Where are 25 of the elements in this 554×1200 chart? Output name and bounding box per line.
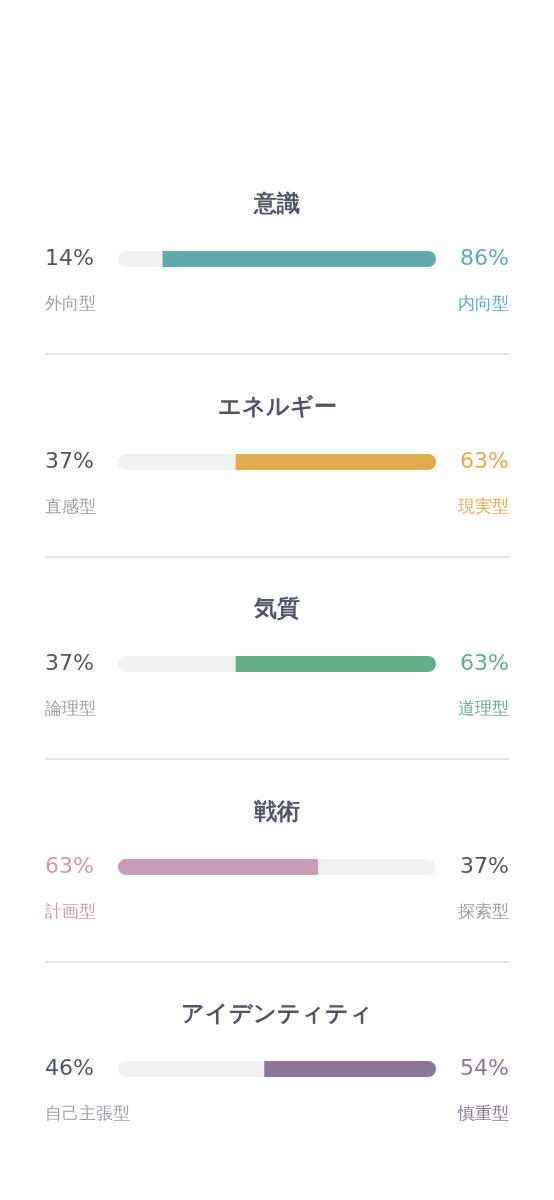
data-label: 86% (460, 245, 509, 270)
chart-title: アイデンティティ (181, 1000, 373, 1026)
data-label: 46% (45, 1055, 94, 1080)
text: 道理型 (458, 698, 509, 718)
text: 慎重型 (457, 1103, 509, 1123)
chart-title: エネルギー (217, 392, 337, 419)
data-label: 63% (45, 852, 94, 878)
text: 外向型 (45, 293, 96, 313)
data-label: 37% (45, 650, 94, 675)
text: 直感型 (45, 495, 96, 516)
chart-title: 意識 (253, 190, 300, 216)
data-label: 54% (460, 1055, 509, 1080)
text: 探索型 (458, 900, 509, 921)
data-label: 14% (45, 245, 94, 270)
data-label: 37% (460, 852, 509, 878)
data-label: 37% (45, 447, 94, 473)
text: 計画型 (45, 900, 96, 921)
data-label: 63% (460, 447, 509, 473)
data-label: 63% (460, 650, 509, 675)
series-label: 自己主張型 (45, 1103, 130, 1123)
chart-title: 戦術 (253, 797, 300, 824)
chart-title: 気質 (253, 595, 300, 621)
text: 内向型 (458, 293, 509, 313)
text: 現実型 (458, 495, 509, 516)
text: 論理型 (45, 698, 96, 718)
